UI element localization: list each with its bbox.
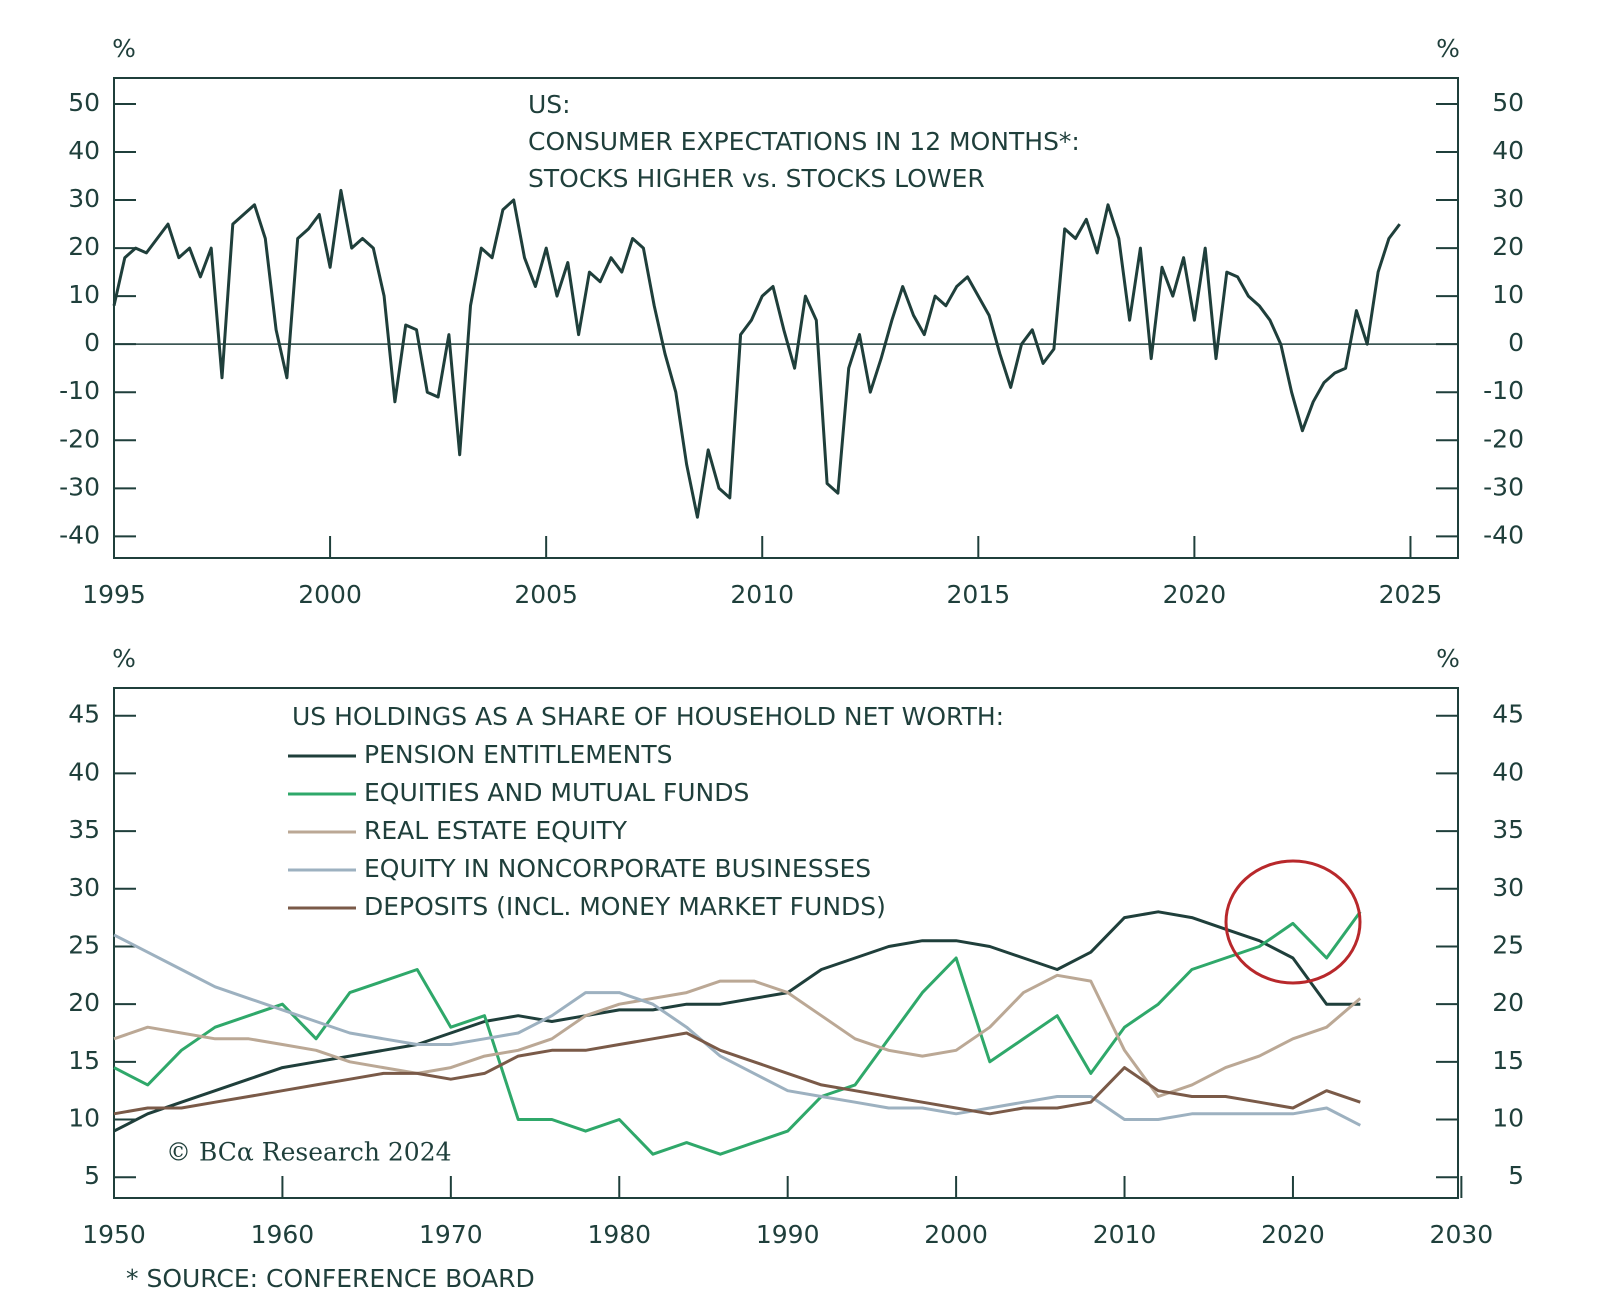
y-tick-label: 45 (68, 700, 100, 729)
x-tick-label: 1995 (82, 580, 146, 609)
y-tick-label: 15 (68, 1046, 100, 1075)
y-tick-label: -20 (59, 424, 100, 453)
data-line (112, 188, 1401, 519)
y2-tick-label: 10 (1492, 1104, 1524, 1133)
y-tick-label: 40 (68, 757, 100, 786)
y2-tick-label: 25 (1492, 930, 1524, 959)
y-tick-label: 50 (68, 88, 100, 117)
y-tick-label: 25 (68, 930, 100, 959)
data-line (113, 910, 1361, 1133)
x-tick-label: 2005 (514, 580, 578, 609)
legend-label: PENSION ENTITLEMENTS (364, 740, 672, 769)
y-tick-label: 10 (68, 1104, 100, 1133)
x-tick-label: 2030 (1430, 1220, 1494, 1249)
y2-tick-label: 0 (1508, 328, 1524, 357)
plot-frame (113, 77, 1459, 559)
x-tick-label: 2015 (946, 580, 1010, 609)
y-tick-label: 5 (84, 1161, 100, 1190)
y2-tick-label: 50 (1492, 88, 1524, 117)
x-tick-label: 2000 (924, 1220, 988, 1249)
data-line (113, 973, 1362, 1098)
x-tick-label: 1950 (82, 1220, 146, 1249)
source-note: * SOURCE: CONFERENCE BOARD (126, 1264, 535, 1293)
y-tick-label: 20 (68, 988, 100, 1017)
chart-title: CONSUMER EXPECTATIONS IN 12 MONTHS*: (528, 127, 1080, 156)
y-tick-label: 30 (68, 873, 100, 902)
x-tick-label: 1990 (756, 1220, 820, 1249)
highlight-circle (1224, 859, 1362, 985)
y-unit-left: % (112, 34, 136, 63)
y-unit-right: % (1436, 644, 1460, 673)
y-tick-label: 40 (68, 136, 100, 165)
y2-tick-label: 20 (1492, 988, 1524, 1017)
y-tick-label: 10 (68, 280, 100, 309)
x-tick-label: 2010 (1093, 1220, 1157, 1249)
x-tick-label: 2000 (298, 580, 362, 609)
legend-label: DEPOSITS (INCL. MONEY MARKET FUNDS) (364, 892, 886, 921)
y2-tick-label: 45 (1492, 700, 1524, 729)
y2-tick-label: 10 (1492, 280, 1524, 309)
x-tick-label: 1960 (251, 1220, 315, 1249)
y2-tick-label: 20 (1492, 232, 1524, 261)
y-tick-label: 30 (68, 184, 100, 213)
y2-tick-label: -10 (1483, 376, 1524, 405)
y2-tick-label: 15 (1492, 1046, 1524, 1075)
x-tick-label: 2020 (1261, 1220, 1325, 1249)
y-tick-label: -40 (59, 520, 100, 549)
chart-title: STOCKS HIGHER vs. STOCKS LOWER (528, 164, 985, 193)
data-line (113, 1031, 1361, 1116)
y2-tick-label: 40 (1492, 136, 1524, 165)
y2-tick-label: 30 (1492, 873, 1524, 902)
x-tick-label: 1980 (587, 1220, 651, 1249)
y2-tick-label: -40 (1483, 520, 1524, 549)
x-tick-label: 2025 (1379, 580, 1443, 609)
y2-tick-label: 40 (1492, 757, 1524, 786)
y-tick-label: -10 (59, 376, 100, 405)
plot-frame (113, 687, 1459, 1199)
legend-label: EQUITIES AND MUTUAL FUNDS (364, 778, 749, 807)
legend-label: EQUITY IN NONCORPORATE BUSINESSES (364, 854, 871, 883)
y-unit-left: % (112, 644, 136, 673)
y-tick-label: -30 (59, 472, 100, 501)
copyright: © BCα Research 2024 (166, 1138, 452, 1167)
y-unit-right: % (1436, 34, 1460, 63)
y-tick-label: 35 (68, 815, 100, 844)
legend-label: REAL ESTATE EQUITY (364, 816, 628, 845)
data-line (113, 910, 1362, 1156)
y-tick-label: 0 (84, 328, 100, 357)
x-tick-label: 1970 (419, 1220, 483, 1249)
y2-tick-label: -20 (1483, 424, 1524, 453)
legend-title: US HOLDINGS AS A SHARE OF HOUSEHOLD NET … (292, 702, 1004, 731)
x-tick-label: 2010 (730, 580, 794, 609)
data-line (113, 933, 1361, 1127)
y2-tick-label: 35 (1492, 815, 1524, 844)
y2-tick-label: 30 (1492, 184, 1524, 213)
x-tick-label: 2020 (1163, 580, 1227, 609)
chart-title: US: (528, 90, 571, 119)
y-tick-label: 20 (68, 232, 100, 261)
y2-tick-label: -30 (1483, 472, 1524, 501)
y2-tick-label: 5 (1508, 1161, 1524, 1190)
